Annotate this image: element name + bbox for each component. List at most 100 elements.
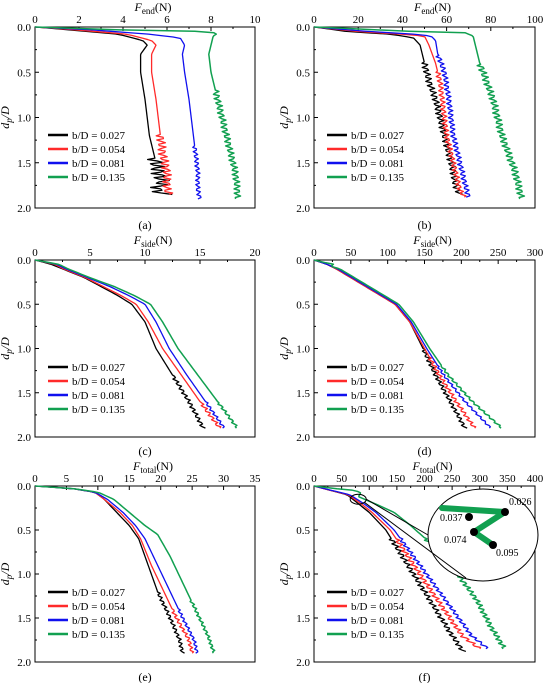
y-axis-title: dp/D — [277, 106, 293, 129]
plot-frame — [34, 259, 256, 438]
y-tick-label: 0.0 — [17, 22, 31, 34]
legend-label: b/D = 0.135 — [72, 629, 125, 641]
series-line-3 — [34, 26, 202, 200]
x-tick-label: 400 — [527, 473, 544, 485]
y-tick-label: 0.0 — [17, 481, 31, 493]
plot-frame — [313, 26, 536, 209]
y-axis-title: dp/D — [277, 562, 293, 585]
legend-label: b/D = 0.027 — [72, 362, 125, 374]
legend-label: b/D = 0.027 — [351, 587, 404, 599]
x-tick-label: 200 — [453, 247, 470, 259]
panel-c: 0 5 10 15 20 0.0 0.5 1.0 1.5 2.0 Fside(N) dp/D b/D =… — [0, 233, 261, 458]
x-tick-label: 150 — [416, 247, 433, 259]
x-axis-title: Fside(N) — [133, 233, 173, 249]
series-line-4 — [34, 259, 238, 429]
y-tick-label: 2.0 — [296, 432, 310, 444]
x-tick-label: 50 — [345, 247, 357, 259]
legend-label: b/D = 0.081 — [72, 615, 125, 627]
panel-caption: (a) — [138, 218, 151, 232]
x-tick-label: 0 — [32, 247, 38, 259]
series-line-1 — [34, 259, 206, 429]
legend-label: b/D = 0.054 — [351, 144, 404, 156]
x-tick-label: 10 — [92, 473, 104, 485]
legend-label: b/D = 0.081 — [72, 390, 125, 402]
x-tick-label: 5 — [64, 473, 70, 485]
panel-caption: (e) — [138, 670, 151, 683]
legend-label: b/D = 0.027 — [72, 130, 125, 142]
series-line-2 — [313, 485, 482, 650]
x-tick-label: 350 — [499, 473, 516, 485]
series-line-3 — [313, 485, 489, 650]
legend-label: b/D = 0.054 — [72, 601, 125, 613]
y-tick-label: 1.5 — [296, 613, 310, 625]
y-tick-label: 0.5 — [17, 525, 31, 537]
legend-label: b/D = 0.027 — [351, 130, 404, 142]
y-tick-label: 1.5 — [296, 388, 310, 400]
y-tick-label: 0.0 — [296, 22, 310, 34]
x-tick-label: 300 — [472, 473, 489, 485]
x-axis-title: Fside(N) — [412, 233, 452, 249]
inset-point — [465, 513, 473, 521]
x-axis-title: Fend(N) — [413, 0, 451, 16]
x-tick-label: 250 — [444, 473, 461, 485]
panel-e: 0 5 10 15 20 25 30 35 0.0 0.5 1.0 1.5 2.0 Ftotal(N) dp… — [0, 459, 261, 683]
x-tick-label: 20 — [353, 14, 365, 26]
y-tick-label: 1.0 — [17, 569, 31, 581]
x-tick-label: 300 — [527, 247, 544, 259]
series-line-2 — [313, 259, 477, 429]
y-tick-label: 2.0 — [17, 657, 31, 669]
inset-connector — [363, 501, 467, 579]
legend-label: b/D = 0.054 — [72, 376, 125, 388]
panel-a: 0 2 4 6 8 10 0.0 0.5 1.0 1.5 2.0 Fend(N) dp/D b/D = 0… — [0, 0, 261, 232]
inset-connector — [365, 498, 429, 536]
y-tick-label: 0.5 — [296, 299, 310, 311]
y-tick-label: 1.0 — [296, 344, 310, 356]
legend-label: b/D = 0.135 — [72, 404, 125, 416]
series-line-1 — [313, 485, 467, 653]
x-tick-label: 100 — [527, 14, 544, 26]
legend-label: b/D = 0.135 — [351, 404, 404, 416]
x-tick-label: 20 — [155, 473, 167, 485]
series-line-4 — [313, 259, 502, 429]
series-line-2 — [34, 485, 195, 654]
x-tick-label: 0 — [311, 473, 317, 485]
x-tick-label: 15 — [124, 473, 136, 485]
series-line-4 — [34, 485, 216, 654]
panel-b: 0 20 40 60 80 100 0.0 0.5 1.0 1.5 2.0 Fend(N) dp/D b/… — [277, 0, 544, 232]
inset-label: 0.026 — [509, 497, 532, 508]
x-tick-label: 40 — [397, 14, 409, 26]
plot-frame — [34, 485, 256, 663]
x-tick-label: 80 — [485, 14, 497, 26]
panel-d: 0 50 100 150 200 250 300 0.0 0.5 1.0 1.5 2.0 Fside(N… — [277, 233, 544, 458]
series-line-1 — [313, 259, 468, 429]
series-line-3 — [313, 259, 491, 429]
panel-caption: (f) — [419, 670, 431, 683]
x-tick-label: 15 — [195, 247, 207, 259]
y-tick-label: 1.0 — [296, 113, 310, 125]
y-axis-title: dp/D — [0, 562, 14, 585]
y-tick-label: 1.0 — [17, 113, 31, 125]
x-tick-label: 5 — [87, 247, 93, 259]
y-tick-label: 1.5 — [17, 388, 31, 400]
legend-label: b/D = 0.054 — [351, 601, 404, 613]
legend-label: b/D = 0.081 — [351, 390, 404, 402]
plot-frame — [34, 26, 256, 209]
inset-label: 0.095 — [496, 548, 519, 559]
panel-f: 0 50 100 150 200 250 300 350 400 0.0 0.5 1.0 1.5 2.0 F… — [277, 459, 544, 683]
inset-curve — [439, 505, 508, 548]
y-tick-label: 0.5 — [17, 67, 31, 79]
x-tick-label: 60 — [441, 14, 453, 26]
x-tick-label: 2 — [76, 14, 82, 26]
series-line-3 — [34, 259, 225, 429]
legend-label: b/D = 0.081 — [351, 158, 404, 170]
x-tick-label: 0 — [32, 473, 38, 485]
x-tick-label: 0 — [311, 247, 317, 259]
y-tick-label: 0.5 — [296, 525, 310, 537]
x-tick-label: 30 — [218, 473, 230, 485]
y-tick-label: 2.0 — [296, 657, 310, 669]
panel-caption: (b) — [418, 218, 432, 232]
x-axis-title: Ftotal(N) — [411, 459, 452, 475]
inset-point — [470, 528, 478, 536]
inset-point — [489, 541, 497, 549]
